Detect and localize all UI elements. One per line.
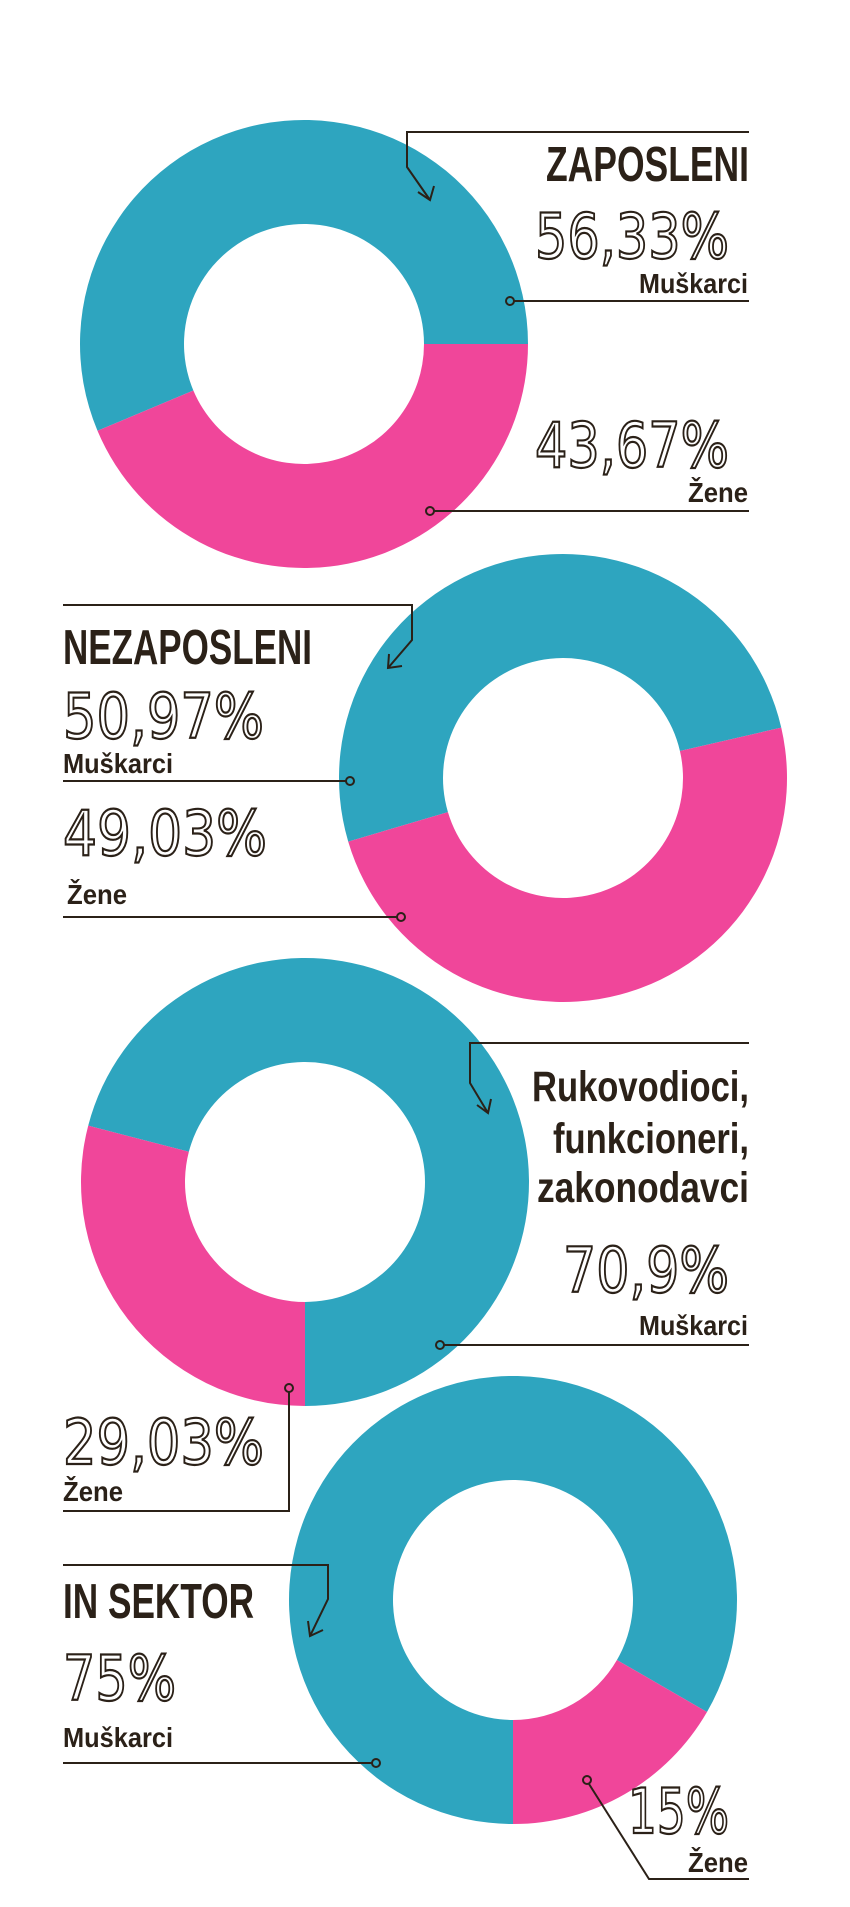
leader-dot (345, 776, 355, 786)
leader-dot (425, 506, 435, 516)
annotation-rukovodioci: Rukovodioci, funkcioneri, zakonodavci 70… (62, 1042, 749, 1512)
chart-title: ZAPOSLENI (546, 138, 749, 192)
donut-charts (80, 120, 788, 1824)
donut-chart-1 (80, 120, 529, 569)
slice-men (80, 120, 529, 431)
slice-women (513, 1660, 707, 1824)
women-label: Žene (63, 1476, 123, 1507)
leader-dot (582, 1775, 592, 1785)
annotation-nezaposleni: NEZAPOSLENI 50,97% Muškarci 49,03% Žene (62, 604, 413, 922)
slice-women (348, 727, 788, 1003)
men-percent: 70,9% (563, 1234, 729, 1307)
slice-women (97, 344, 528, 569)
chart-title-line-3: zakonodavci (537, 1164, 749, 1212)
arrow-head-icon (386, 653, 403, 670)
annotation-zaposleni: ZAPOSLENI 56,33% Muškarci 43,67% Žene (406, 131, 749, 516)
women-percent: 15% (628, 1775, 729, 1848)
pointer-arrow-line (469, 1042, 749, 1114)
leader-dot (505, 296, 515, 306)
donut-chart-2 (339, 554, 788, 1003)
pointer-arrow-line (63, 604, 413, 669)
men-label: Muškarci (639, 268, 748, 299)
leader-line (588, 1783, 749, 1880)
men-percent: 50,97% (63, 680, 264, 753)
women-percent: 29,03% (63, 1406, 264, 1479)
chart-title: NEZAPOSLENI (63, 621, 312, 675)
men-percent: 56,33% (535, 200, 729, 273)
chart-title-line-1: Rukovodioci, (532, 1063, 749, 1111)
pointer-arrow-line (406, 131, 749, 201)
leader-dot (371, 1758, 381, 1768)
men-percent: 75% (63, 1642, 176, 1715)
arrow-head-icon (417, 185, 435, 202)
women-percent: 49,03% (63, 797, 267, 870)
men-label: Muškarci (63, 1722, 173, 1753)
chart-title-line-2: funkcioneri, (553, 1115, 749, 1163)
slice-women (81, 1125, 305, 1406)
leader-dot (396, 912, 406, 922)
women-label: Žene (688, 1847, 748, 1878)
arrow-head-icon (307, 1620, 324, 1638)
slice-men (88, 958, 530, 1406)
women-label: Žene (67, 879, 127, 910)
women-percent: 43,67% (535, 409, 729, 482)
leader-dot (435, 1340, 445, 1350)
leader-line (63, 1392, 290, 1512)
men-label: Muškarci (63, 748, 173, 779)
pointer-arrow-line (63, 1564, 329, 1637)
donut-chart-4 (289, 1376, 737, 1824)
chart-title: IN SEKTOR (63, 1575, 254, 1629)
slice-men (289, 1376, 737, 1824)
arrow-head-icon (476, 1098, 492, 1115)
donut-chart-3 (81, 958, 530, 1406)
women-label: Žene (688, 477, 748, 508)
slice-men (339, 554, 782, 842)
annotation-in-sektor: IN SEKTOR 75% Muškarci 15% Žene (62, 1564, 749, 1880)
men-label: Muškarci (639, 1310, 748, 1341)
